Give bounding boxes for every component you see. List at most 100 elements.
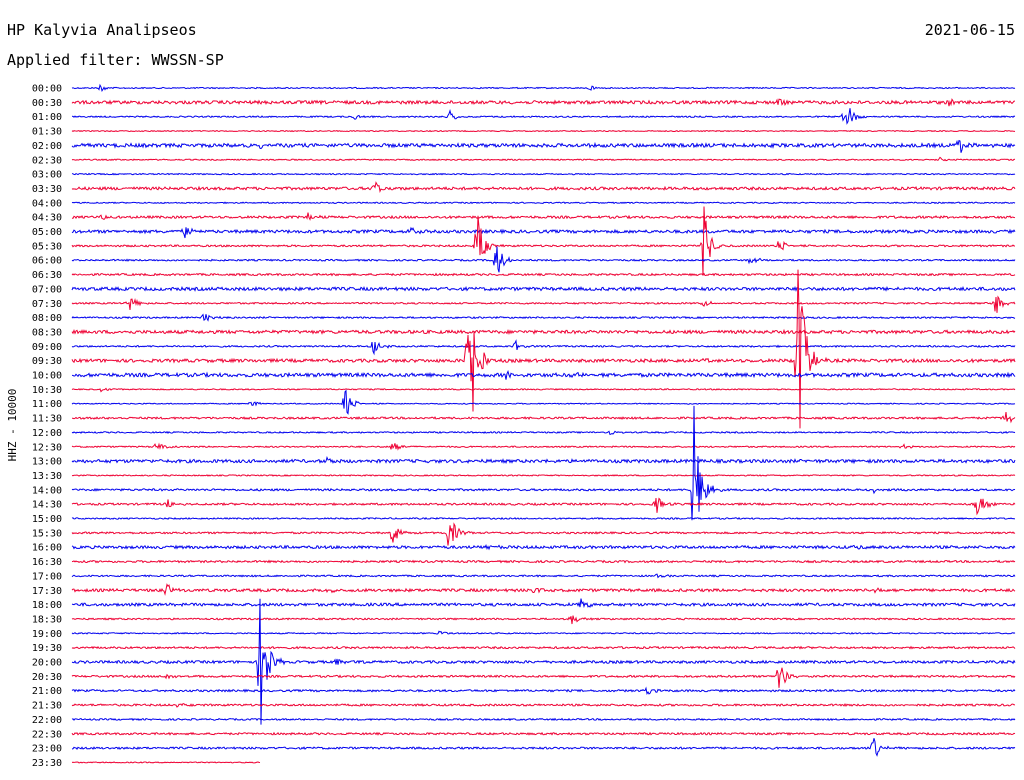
row-label: 08:30 xyxy=(32,327,62,338)
row-label: 21:00 xyxy=(32,686,62,697)
row-label: 06:30 xyxy=(32,270,62,281)
trace-row xyxy=(71,544,1016,551)
trace-row xyxy=(71,615,1016,625)
row-label: 07:00 xyxy=(32,284,62,295)
row-label: 09:00 xyxy=(32,342,62,353)
trace-row xyxy=(71,630,1016,635)
row-label: 10:30 xyxy=(32,385,62,396)
trace-row xyxy=(71,598,1016,609)
row-label: 00:30 xyxy=(32,98,62,109)
row-label: 19:00 xyxy=(32,629,62,640)
row-label: 20:00 xyxy=(32,658,62,669)
trace-row xyxy=(71,206,1015,276)
row-label: 16:00 xyxy=(32,543,62,554)
trace-row xyxy=(71,389,1016,415)
trace-row xyxy=(71,181,1016,194)
row-label: 16:30 xyxy=(32,557,62,568)
row-label: 18:30 xyxy=(32,614,62,625)
row-label: 08:00 xyxy=(32,313,62,324)
trace-row xyxy=(71,387,1016,393)
trace-row xyxy=(71,313,1016,322)
trace-row xyxy=(71,246,1016,273)
trace-row xyxy=(71,761,261,764)
row-label: 14:00 xyxy=(32,485,62,496)
trace-row xyxy=(71,295,1016,313)
row-label: 17:30 xyxy=(32,586,62,597)
row-label: 22:30 xyxy=(32,729,62,740)
trace-row xyxy=(71,226,1016,239)
trace-row xyxy=(71,108,1016,125)
trace-row xyxy=(71,573,1016,579)
trace-row xyxy=(72,370,1016,380)
trace-rows xyxy=(71,83,1016,764)
row-label: 23:30 xyxy=(32,758,62,769)
trace-row xyxy=(71,328,1016,336)
trace-row xyxy=(71,738,1016,757)
row-label: 03:30 xyxy=(32,184,62,195)
trace-row xyxy=(71,129,1016,133)
row-label: 09:30 xyxy=(32,356,62,367)
trace-row xyxy=(71,172,1016,176)
trace-row xyxy=(72,412,1016,424)
trace-row xyxy=(71,339,1016,356)
row-label: 15:00 xyxy=(32,514,62,525)
trace-row xyxy=(71,516,1016,520)
row-label: 04:00 xyxy=(32,198,62,209)
trace-row xyxy=(71,272,1016,277)
row-label: 18:00 xyxy=(32,600,62,611)
trace-row xyxy=(71,474,1016,477)
row-label: 13:00 xyxy=(32,457,62,468)
trace-row xyxy=(71,522,1016,546)
row-label: 00:00 xyxy=(32,84,62,95)
trace-row xyxy=(71,717,1016,722)
trace-row xyxy=(71,83,1016,93)
trace-row xyxy=(71,139,1016,153)
row-label: 17:00 xyxy=(32,571,62,582)
trace-row xyxy=(71,455,1016,465)
trace-row xyxy=(71,731,1016,736)
filter-label: Applied filter: WWSSN-SP xyxy=(7,51,224,69)
trace-row xyxy=(71,703,1016,708)
trace-row xyxy=(71,212,1016,221)
row-label: 14:30 xyxy=(32,500,62,511)
y-axis-label: HHZ - 10000 xyxy=(6,389,19,462)
trace-row xyxy=(71,269,1016,429)
trace-row xyxy=(71,442,1016,451)
row-label: 06:00 xyxy=(32,256,62,267)
row-labels: 00:00 00:30 01:00 01:30 02:00 02:30 03:00 03:30… xyxy=(32,84,62,769)
row-label: 05:30 xyxy=(32,241,62,252)
row-label: 19:30 xyxy=(32,643,62,654)
trace-row xyxy=(71,667,1016,688)
row-label: 02:30 xyxy=(32,155,62,166)
row-label: 12:00 xyxy=(32,428,62,439)
trace-row xyxy=(71,559,1016,564)
trace-row xyxy=(71,405,1016,521)
row-label: 11:30 xyxy=(32,414,62,425)
row-label: 05:00 xyxy=(32,227,62,238)
row-label: 01:30 xyxy=(32,127,62,138)
row-label: 15:30 xyxy=(32,528,62,539)
trace-row xyxy=(71,583,1016,596)
row-label: 11:00 xyxy=(32,399,62,410)
row-label: 13:30 xyxy=(32,471,62,482)
trace-row xyxy=(71,156,1016,162)
row-label: 07:30 xyxy=(32,299,62,310)
row-label: 23:00 xyxy=(32,744,62,755)
trace-row xyxy=(71,285,1016,292)
trace-row xyxy=(71,645,1016,650)
trace-row xyxy=(71,201,1016,205)
trace-row xyxy=(71,598,1016,725)
row-label: 20:30 xyxy=(32,672,62,683)
trace-row xyxy=(71,497,1016,516)
record-date: 2021-06-15 xyxy=(924,21,1015,39)
trace-row xyxy=(71,98,1015,107)
row-label: 21:30 xyxy=(32,701,62,712)
row-label: 04:30 xyxy=(32,213,62,224)
row-label: 10:00 xyxy=(32,371,62,382)
row-label: 02:00 xyxy=(32,141,62,152)
row-label: 12:30 xyxy=(32,442,62,453)
row-label: 01:00 xyxy=(32,112,62,123)
trace-row xyxy=(71,430,1016,436)
row-label: 22:00 xyxy=(32,715,62,726)
